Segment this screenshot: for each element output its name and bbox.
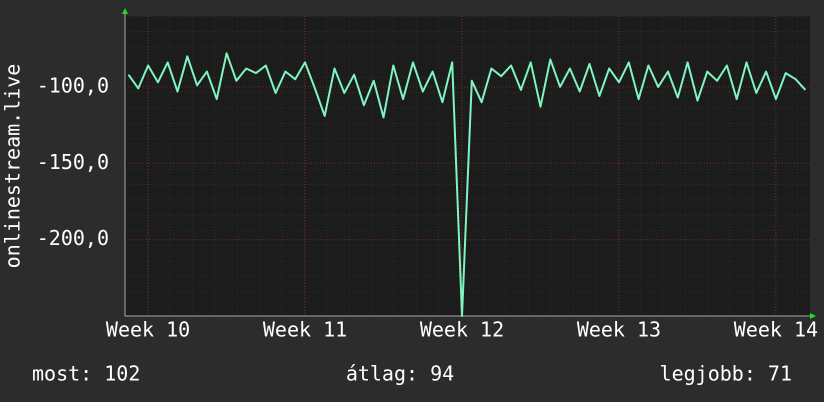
stat-best: legjobb: 71 xyxy=(660,362,792,386)
y-tick-label: -150,0 xyxy=(37,150,109,174)
x-tick-label: Week 12 xyxy=(420,318,504,342)
x-tick-label: Week 13 xyxy=(577,318,661,342)
y-axis-label: onlinestream.live xyxy=(1,64,25,269)
stat-current: most: 102 xyxy=(32,362,140,386)
x-tick-label: Week 10 xyxy=(106,318,190,342)
y-tick-label: -100,0 xyxy=(37,73,109,97)
x-tick-label: Week 14 xyxy=(734,318,818,342)
y-arrow xyxy=(122,8,128,14)
stat-average: átlag: 94 xyxy=(346,362,454,386)
x-tick-label: Week 11 xyxy=(263,318,347,342)
x-arrow xyxy=(810,313,816,319)
y-tick-label: -200,0 xyxy=(37,226,109,250)
data-line xyxy=(127,52,807,317)
